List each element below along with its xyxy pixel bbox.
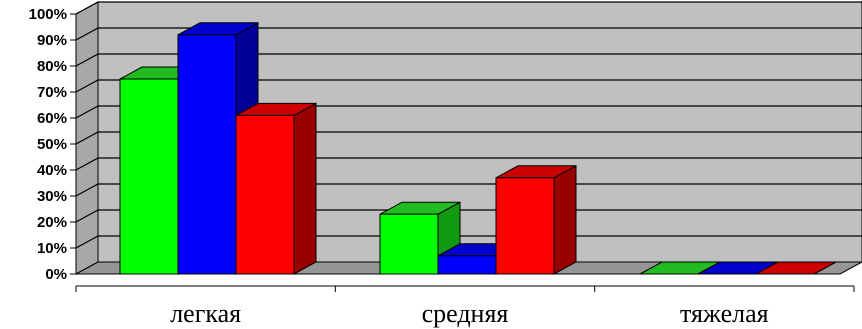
gridline: [75, 79, 862, 93]
bar: [235, 102, 317, 275]
bar-side: [293, 102, 317, 275]
x-tick-label: легкая: [170, 299, 241, 328]
gridline: [75, 235, 862, 249]
bar: [755, 261, 837, 275]
gridline: [75, 131, 862, 145]
bar-front: [495, 177, 555, 275]
gridline: [75, 209, 862, 223]
gridline: [75, 53, 862, 67]
gridline: [75, 105, 862, 119]
y-tick-label: 100%: [29, 6, 67, 23]
gridlines: [75, 1, 862, 249]
axes: [70, 13, 855, 292]
axis-labels: 0% 10% 20% 30% 40% 50% 60% 70% 80% 90% 100% легкая с…: [29, 6, 769, 328]
gridline: [75, 183, 862, 197]
bar-front: [379, 213, 439, 275]
y-tick-label: 20%: [37, 214, 67, 231]
y-tick-label: 30%: [37, 188, 67, 205]
bar-front: [177, 34, 237, 275]
x-tick-label: средняя: [422, 299, 509, 328]
y-tick-label: 40%: [37, 162, 67, 179]
gridline: [75, 1, 862, 15]
y-tick-label: 50%: [37, 136, 67, 153]
gridline: [75, 27, 862, 41]
bars: [119, 21, 837, 275]
bar-top: [755, 261, 837, 275]
bar-front: [437, 255, 497, 275]
gridline: [75, 157, 862, 171]
bar: [495, 164, 577, 275]
y-tick-label: 70%: [37, 84, 67, 101]
y-tick-label: 0%: [45, 266, 67, 283]
y-tick-label: 80%: [37, 58, 67, 75]
bar-front: [119, 78, 179, 275]
bar-side: [553, 164, 577, 275]
y-tick-label: 10%: [37, 240, 67, 257]
y-tick-label: 90%: [37, 32, 67, 49]
x-tick-label: тяжелая: [680, 299, 769, 328]
y-tick-label: 60%: [37, 110, 67, 127]
bar-front: [235, 114, 295, 275]
